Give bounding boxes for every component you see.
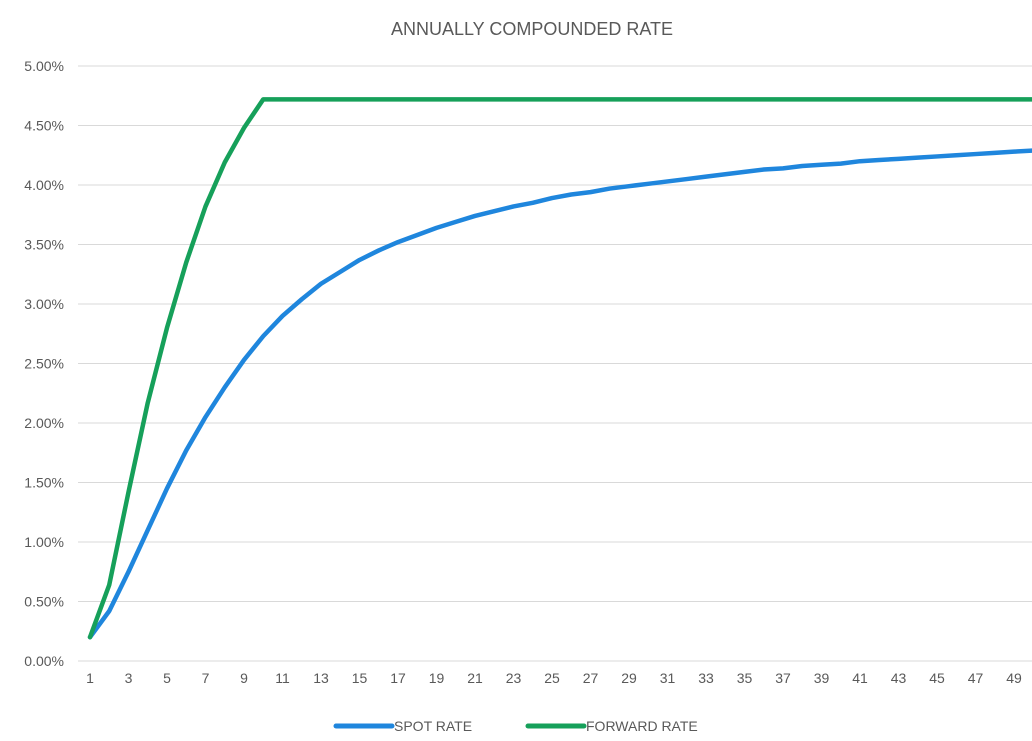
x-tick-label: 11 bbox=[275, 670, 290, 686]
y-tick-label: 1.50% bbox=[24, 475, 64, 491]
x-tick-label: 15 bbox=[352, 670, 368, 686]
x-tick-label: 45 bbox=[929, 670, 945, 686]
x-tick-label: 31 bbox=[660, 670, 676, 686]
x-tick-label: 21 bbox=[467, 670, 483, 686]
x-tick-label: 5 bbox=[163, 670, 171, 686]
x-tick-label: 39 bbox=[814, 670, 830, 686]
x-tick-label: 9 bbox=[240, 670, 248, 686]
series-line-spot-rate bbox=[87, 148, 1032, 640]
y-tick-label: 2.50% bbox=[24, 356, 64, 372]
legend: SPOT RATE FORWARD RATE bbox=[333, 718, 698, 734]
y-tick-label: 4.50% bbox=[24, 118, 64, 134]
x-tick-label: 19 bbox=[429, 670, 445, 686]
y-axis-tick-labels: 0.00% 0.50% 1.00% 1.50% 2.00% 2.50% 3.00% 3.50%… bbox=[24, 58, 64, 669]
x-tick-label: 7 bbox=[202, 670, 210, 686]
y-tick-label: 1.00% bbox=[24, 534, 64, 550]
legend-item-spot-rate: SPOT RATE bbox=[333, 718, 472, 734]
x-tick-label: 35 bbox=[737, 670, 753, 686]
x-tick-label: 37 bbox=[775, 670, 791, 686]
x-tick-label: 47 bbox=[968, 670, 984, 686]
x-tick-label: 33 bbox=[698, 670, 714, 686]
x-tick-label: 49 bbox=[1006, 670, 1022, 686]
y-tick-label: 0.50% bbox=[24, 594, 64, 610]
legend-label: SPOT RATE bbox=[394, 718, 472, 734]
x-tick-label: 17 bbox=[390, 670, 406, 686]
y-tick-label: 0.00% bbox=[24, 653, 64, 669]
x-tick-label: 1 bbox=[86, 670, 94, 686]
legend-item-forward-rate: FORWARD RATE bbox=[525, 718, 698, 734]
x-tick-label: 29 bbox=[621, 670, 637, 686]
x-tick-label: 25 bbox=[544, 670, 560, 686]
y-tick-label: 2.00% bbox=[24, 415, 64, 431]
legend-label: FORWARD RATE bbox=[586, 718, 698, 734]
y-tick-label: 3.00% bbox=[24, 296, 64, 312]
x-tick-label: 23 bbox=[506, 670, 522, 686]
chart-title: ANNUALLY COMPOUNDED RATE bbox=[391, 19, 673, 39]
x-tick-label: 3 bbox=[125, 670, 133, 686]
series-line-forward-rate bbox=[87, 97, 1032, 640]
y-tick-label: 5.00% bbox=[24, 58, 64, 74]
series-lines bbox=[87, 97, 1032, 640]
y-tick-label: 4.00% bbox=[24, 177, 64, 193]
x-tick-label: 43 bbox=[891, 670, 907, 686]
x-tick-label: 13 bbox=[313, 670, 329, 686]
gridlines bbox=[78, 65, 1032, 662]
x-axis-tick-labels: 1 3 5 7 9 11 13 15 17 19 21 23 25 27 29 31 33 35 37 39 41 43 4… bbox=[86, 670, 1022, 686]
y-tick-label: 3.50% bbox=[24, 237, 64, 253]
x-tick-label: 27 bbox=[583, 670, 599, 686]
x-tick-label: 41 bbox=[852, 670, 868, 686]
